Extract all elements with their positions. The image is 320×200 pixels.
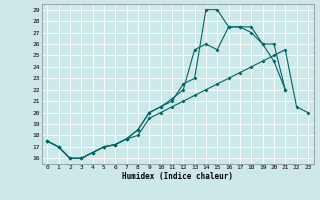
X-axis label: Humidex (Indice chaleur): Humidex (Indice chaleur) — [122, 172, 233, 181]
